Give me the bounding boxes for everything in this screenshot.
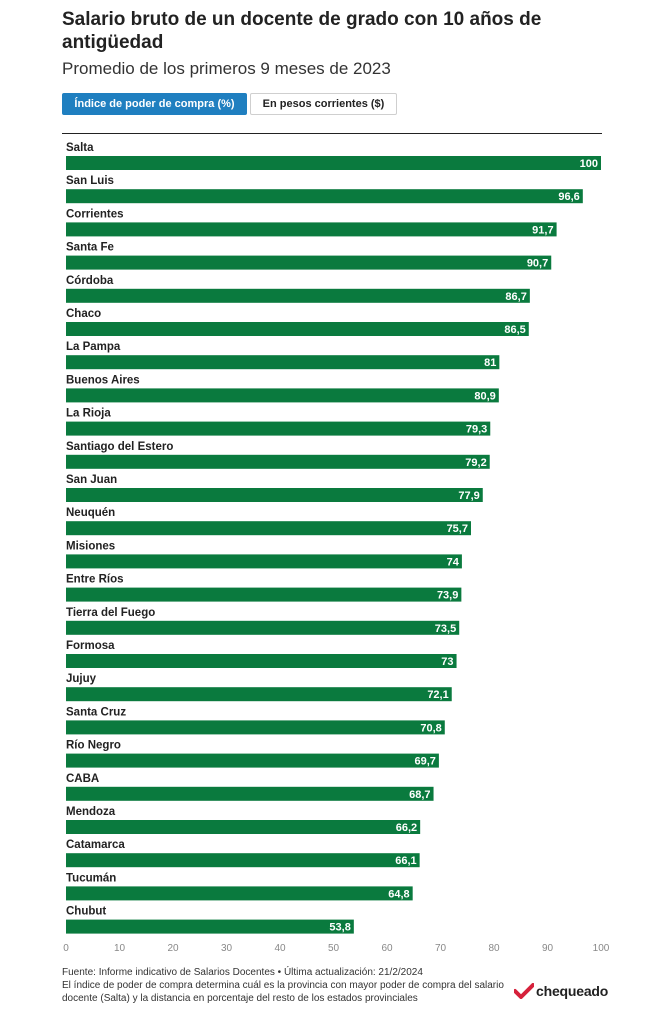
bar <box>66 720 445 735</box>
category-label: Río Negro <box>66 740 121 752</box>
bar <box>66 421 491 436</box>
x-tick-label: 80 <box>488 943 500 954</box>
x-tick-label: 100 <box>593 943 610 954</box>
category-label: Santa Fe <box>66 242 114 254</box>
bar <box>66 554 462 569</box>
category-label: CABA <box>66 773 99 785</box>
source-note: Fuente: Informe indicativo de Salarios D… <box>62 967 423 978</box>
x-tick-label: 60 <box>381 943 393 954</box>
bar-value-label: 75,7 <box>447 523 468 535</box>
bar-value-label: 77,9 <box>458 490 479 502</box>
category-label: Chubut <box>66 906 106 918</box>
bar <box>66 222 557 237</box>
category-label: La Rioja <box>66 408 111 420</box>
bar-value-label: 73,5 <box>435 623 456 635</box>
category-label: Tierra del Fuego <box>66 607 155 619</box>
bar-value-label: 69,7 <box>414 756 435 768</box>
bar-value-label: 73,9 <box>437 590 458 602</box>
category-label: Misiones <box>66 540 115 552</box>
chart-title: Salario bruto de un docente de grado con… <box>62 9 542 53</box>
category-label: Santa Cruz <box>66 706 126 718</box>
x-tick-label: 0 <box>63 943 69 954</box>
bar <box>66 620 460 635</box>
category-label: Jujuy <box>66 673 97 685</box>
category-label: Córdoba <box>66 275 114 287</box>
bar <box>66 255 552 270</box>
category-label: Formosa <box>66 640 115 652</box>
bar <box>66 786 434 801</box>
bar-value-label: 96,6 <box>558 191 579 203</box>
category-label: La Pampa <box>66 341 121 353</box>
category-label: Chaco <box>66 308 101 320</box>
bar <box>66 322 529 336</box>
bar-value-label: 53,8 <box>329 922 350 934</box>
bar-value-label: 91,7 <box>532 224 553 236</box>
bar-value-label: 90,7 <box>527 258 548 270</box>
bar-value-label: 70,8 <box>420 722 441 734</box>
category-label: Mendoza <box>66 806 116 818</box>
bar <box>66 288 530 303</box>
bar <box>66 388 499 403</box>
bar-value-label: 66,2 <box>396 822 417 834</box>
category-label: San Luis <box>66 175 114 187</box>
category-label: Corrientes <box>66 208 124 220</box>
category-label: Salta <box>66 142 94 154</box>
bar <box>66 488 483 502</box>
bar <box>66 820 421 834</box>
bar <box>66 521 471 536</box>
category-label: Tucumán <box>66 872 116 884</box>
bar-value-label: 86,7 <box>505 291 526 303</box>
logo-wordmark: chequeado <box>536 983 609 999</box>
bar-value-label: 79,3 <box>466 424 487 436</box>
chart-footer: Fuente: Informe indicativo de Salarios D… <box>62 966 512 1005</box>
bar <box>66 687 452 702</box>
bar <box>66 355 500 370</box>
toggle-indice-poder-compra[interactable]: Índice de poder de compra (%) <box>62 93 247 115</box>
x-tick-label: 40 <box>274 943 286 954</box>
bar <box>66 919 354 934</box>
bar <box>66 753 439 768</box>
bar-value-label: 81 <box>484 357 496 369</box>
x-tick-label: 30 <box>221 943 233 954</box>
bar-value-label: 73 <box>441 656 453 668</box>
chart-subtitle: Promedio de los primeros 9 meses de 2023 <box>62 59 391 78</box>
bar <box>66 156 601 170</box>
check-mark-icon <box>514 983 534 999</box>
chequeado-logo: chequeado <box>514 980 608 1002</box>
bar <box>66 853 420 868</box>
category-label: San Juan <box>66 474 117 486</box>
bar-value-label: 80,9 <box>474 390 495 402</box>
bar-value-label: 72,1 <box>427 689 448 701</box>
bar-value-label: 74 <box>447 556 460 568</box>
category-label: Entre Ríos <box>66 574 124 586</box>
category-label: Neuquén <box>66 507 115 519</box>
bar-value-label: 79,2 <box>465 457 486 469</box>
bar-value-label: 64,8 <box>388 888 409 900</box>
toggle-pesos-corrientes[interactable]: En pesos corrientes ($) <box>250 93 397 115</box>
bar-value-label: 100 <box>580 158 598 170</box>
bar <box>66 454 490 469</box>
x-tick-label: 10 <box>114 943 126 954</box>
category-label: Catamarca <box>66 839 125 851</box>
bar-value-label: 68,7 <box>409 789 430 801</box>
bar <box>66 886 413 901</box>
bar <box>66 189 583 204</box>
x-tick-label: 20 <box>167 943 179 954</box>
methodology-note: El índice de poder de compra determina c… <box>62 980 504 1004</box>
x-tick-label: 90 <box>542 943 554 954</box>
bar <box>66 654 457 668</box>
bar-value-label: 66,1 <box>395 855 416 867</box>
x-tick-label: 70 <box>435 943 447 954</box>
x-tick-label: 50 <box>328 943 340 954</box>
bar-value-label: 86,5 <box>504 324 525 336</box>
category-label: Buenos Aires <box>66 374 140 386</box>
category-label: Santiago del Estero <box>66 441 173 453</box>
bar <box>66 587 462 602</box>
chart-top-rule <box>62 133 602 134</box>
